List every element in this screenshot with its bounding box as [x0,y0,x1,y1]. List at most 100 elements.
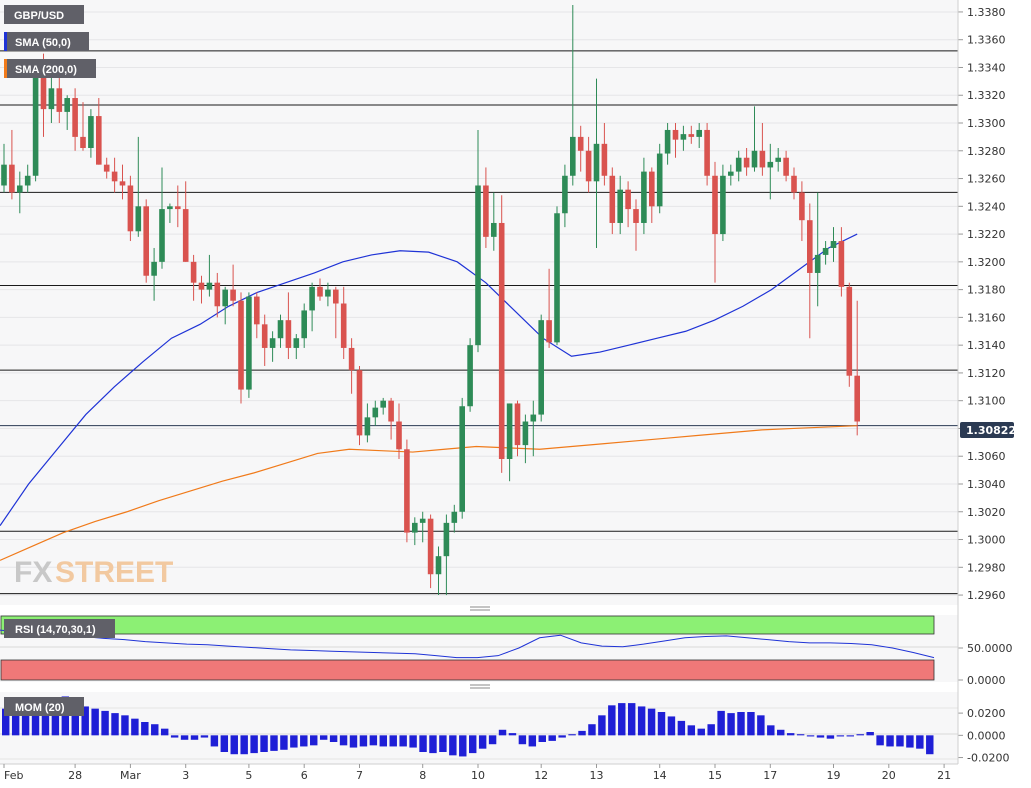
mom-bar [300,735,308,747]
date-label: 19 [827,769,841,782]
candle [80,102,86,151]
candle [182,181,189,262]
candle-body [380,400,386,408]
candle-body [167,206,173,210]
candle-body [585,150,592,182]
mom-bar [210,735,219,747]
mom-bar [369,735,378,746]
candle-body [175,206,181,210]
candle-body [728,171,734,176]
mom-bar [170,735,179,738]
price-tick-label: 1.3140 [967,339,1006,352]
candle [775,148,781,172]
candle-body [656,153,663,207]
candle [783,150,789,182]
current-price-label: 1.30822 [966,424,1016,437]
candle [672,123,679,158]
candle [735,150,742,182]
price-tick-label: 1.3360 [967,34,1006,47]
candle [167,203,173,223]
candle [404,439,410,543]
candle-body [546,320,552,343]
candle-body [159,209,165,262]
candle [767,143,774,200]
candle [846,282,853,387]
watermark-fx: FX [14,556,52,589]
candle [127,175,134,242]
candle [293,334,300,360]
mom-tick-label: 0.0200 [967,707,1006,720]
candle [435,546,442,596]
mom-bar [310,735,318,746]
candle [317,278,323,301]
candle [751,106,758,172]
mom-bar [707,724,715,736]
candle [269,331,276,362]
candle-body [483,185,489,237]
candle [562,164,568,228]
pane-splitter-1[interactable] [470,606,490,611]
mom-bar [618,703,626,736]
mom-bar [131,718,139,736]
mom-bar [647,708,656,736]
mom-bar [379,735,388,747]
candle [609,167,616,235]
candle [483,167,489,248]
date-label: 3 [182,769,189,782]
candle-body [151,261,157,276]
candle [277,314,284,348]
price-tick-label: 1.3220 [967,228,1006,241]
candle-body [135,206,142,232]
price-tick-label: 1.3120 [967,367,1006,380]
candle-body [822,247,829,255]
candle [56,74,63,124]
candle [396,403,402,459]
mom-bar [667,716,676,736]
mom-bar [349,735,358,748]
candle-body [325,289,331,297]
mom-tick-label: 0.0000 [967,729,1006,742]
mom-bar [2,708,10,736]
candle [309,282,315,332]
candle-body [846,286,853,376]
price-tick-label: 1.3020 [967,506,1006,519]
sma200-label: SMA (200,0) [15,64,77,76]
watermark-street: STREET [55,556,173,589]
sma200-swatch [4,59,7,78]
price-tick-label: 1.3160 [967,311,1006,324]
date-label: 28 [68,769,82,782]
candle-body [704,129,710,176]
candle [301,303,307,348]
mom-bar [121,715,129,736]
mom-bar [11,706,20,736]
candle [111,157,118,193]
candle-body [688,134,695,137]
rsi-label: RSI (14,70,30,1) [15,624,96,636]
mom-bar [747,712,755,736]
candle [633,199,639,251]
candle [340,286,347,360]
pane-splitter-2[interactable] [470,684,490,689]
candle [388,397,394,440]
price-tick-label: 1.2960 [967,589,1006,602]
mom-tick-label: -0.0200 [967,752,1009,765]
candle-body [649,171,655,207]
mom-bar [508,733,517,736]
candle-body [419,518,426,523]
sma50-label: SMA (50,0) [15,37,71,49]
mom-bar [578,730,586,736]
candle [372,400,379,426]
rsi-axis: 50.0000 0.0000 [958,642,1013,687]
candle-body [372,407,379,418]
mom-bar [498,729,507,736]
mom-bar [329,735,338,742]
candle [32,60,39,182]
price-tick-label: 1.3240 [967,200,1006,213]
mom-bar [389,735,397,747]
price-tick-label: 1.2980 [967,561,1006,574]
candle-body [103,164,110,172]
candle [419,511,426,543]
candle [506,403,513,482]
mom-bar [41,700,50,736]
